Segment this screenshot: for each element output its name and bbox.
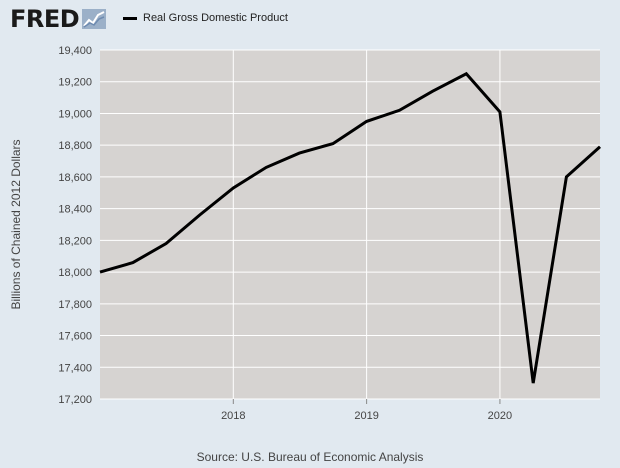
data-point[interactable]	[165, 242, 168, 245]
data-point[interactable]	[465, 72, 468, 75]
data-point[interactable]	[431, 90, 434, 93]
data-point[interactable]	[498, 110, 501, 113]
y-tick-label: 17,400	[58, 362, 92, 374]
plot-area	[100, 50, 600, 399]
y-tick-label: 18,400	[58, 204, 92, 216]
fred-chart-icon	[82, 9, 107, 29]
x-tick-label: 2019	[354, 410, 378, 422]
legend-label: Real Gross Domestic Product	[143, 12, 288, 24]
y-tick-label: 18,000	[58, 267, 92, 279]
y-tick-label: 19,200	[58, 77, 92, 89]
y-tick-label: 18,800	[58, 140, 92, 152]
data-point[interactable]	[99, 271, 102, 274]
x-axis: 2018 2019 2020	[221, 399, 512, 422]
y-tick-label: 17,600	[58, 331, 92, 343]
data-point[interactable]	[298, 152, 301, 155]
y-tick-label: 18,600	[58, 172, 92, 184]
x-tick-label: 2018	[221, 410, 245, 422]
fred-logo[interactable]: FRED	[10, 5, 80, 33]
data-point[interactable]	[398, 109, 401, 112]
data-point[interactable]	[599, 145, 602, 148]
legend: Real Gross Domestic Product	[123, 12, 288, 24]
y-axis-label: Billions of Chained 2012 Dollars	[9, 139, 23, 309]
data-point[interactable]	[232, 187, 235, 190]
legend-swatch	[123, 16, 137, 20]
series-line	[99, 71, 602, 384]
grid-lines	[100, 49, 600, 400]
data-point[interactable]	[131, 261, 134, 264]
data-point[interactable]	[365, 120, 368, 123]
y-tick-label: 19,000	[58, 108, 92, 120]
data-point[interactable]	[332, 142, 335, 145]
fred-header: FRED	[10, 5, 107, 33]
y-tick-label: 17,800	[58, 299, 92, 311]
y-tick-label: 19,400	[58, 45, 92, 57]
source-note: Source: U.S. Bureau of Economic Analysis	[196, 450, 424, 464]
y-axis: 17,200 17,400 17,600 17,800 18,000 18,200 18,4…	[58, 45, 92, 406]
y-tick-label: 17,200	[58, 394, 92, 406]
series-group	[99, 71, 602, 385]
y-tick-label: 18,200	[58, 235, 92, 247]
data-point[interactable]	[565, 175, 568, 178]
data-point[interactable]	[532, 382, 535, 385]
x-tick-label: 2020	[488, 410, 512, 422]
data-point[interactable]	[198, 214, 201, 217]
data-point[interactable]	[265, 166, 268, 169]
